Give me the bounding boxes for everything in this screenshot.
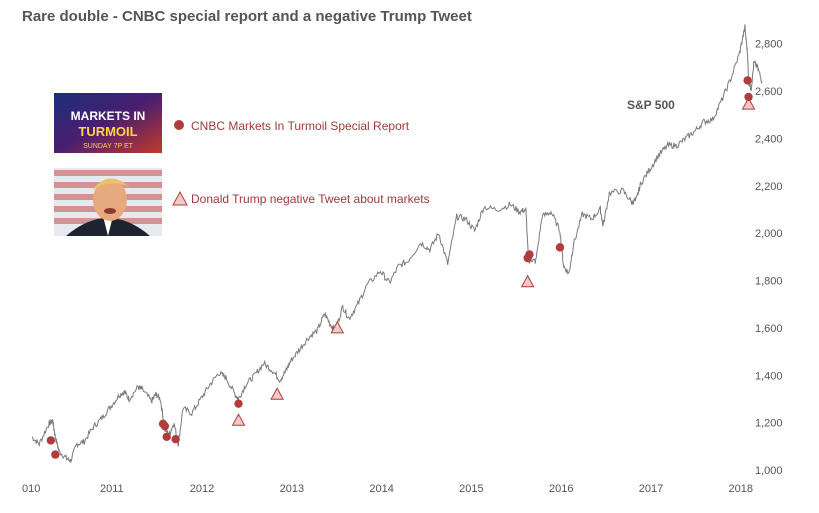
x-tick-label: 2012 [190, 483, 214, 495]
trump-tweet-marker [330, 320, 345, 334]
cnbc-report-marker [234, 399, 243, 408]
svg-text:TURMOIL: TURMOIL [78, 124, 137, 139]
legend-triangle-marker [172, 190, 188, 206]
x-tick-label: 2015 [459, 483, 483, 495]
y-tick-label: 1,200 [755, 418, 783, 430]
x-tick-label: 010 [22, 483, 40, 495]
y-tick-label: 2,800 [755, 39, 783, 51]
cnbc-report-marker [744, 92, 753, 102]
svg-text:MARKETS IN: MARKETS IN [71, 109, 146, 123]
y-tick-label: 1,000 [755, 465, 783, 477]
legend-label-cnbc: CNBC Markets In Turmoil Special Report [191, 119, 410, 133]
cnbc-report-marker [525, 250, 534, 259]
donald-trump-photo [54, 168, 162, 236]
y-tick-label: 1,600 [755, 323, 783, 335]
trump-tweet-marker [231, 413, 246, 426]
x-tick-label: 2013 [280, 483, 304, 495]
cnbc-report-marker [160, 421, 170, 431]
cnbc-report-marker [162, 432, 171, 442]
svg-text:SUNDAY 7P ET: SUNDAY 7P ET [83, 143, 134, 150]
plot-area [31, 24, 763, 463]
cnbc-report-marker [46, 436, 56, 445]
x-axis: 010 2011 2012 2013 2014 2015 2016 2017 2018 [22, 483, 753, 495]
y-tick-label: 2,400 [755, 133, 783, 145]
legend: CNBC Markets In Turmoil Special Report Do… [172, 119, 430, 206]
trump-tweet-marker [270, 387, 284, 400]
cnbc-report-marker [171, 435, 180, 444]
y-tick-label: 1,800 [755, 276, 783, 288]
legend-circle-marker [174, 120, 184, 130]
cnbc-report-marker [555, 243, 565, 252]
y-tick-label: 2,200 [755, 181, 783, 193]
x-tick-label: 2018 [729, 483, 753, 495]
legend-label-trump: Donald Trump negative Tweet about market… [191, 192, 430, 206]
cnbc-report-marker [51, 450, 60, 459]
trump-tweet-marker [520, 274, 535, 288]
series-label: S&P 500 [627, 98, 675, 112]
y-tick-label: 2,600 [755, 86, 783, 98]
cnbc-report-marker [743, 76, 752, 85]
x-tick-label: 2016 [549, 483, 573, 495]
x-tick-label: 2017 [639, 483, 663, 495]
y-tick-label: 2,000 [755, 228, 783, 240]
sp500-line [31, 24, 763, 463]
y-tick-label: 1,400 [755, 370, 783, 382]
x-tick-label: 2014 [369, 483, 393, 495]
chart-title: Rare double - CNBC special report and a … [22, 8, 472, 25]
x-tick-label: 2011 [100, 483, 124, 495]
y-axis: 1,000 1,200 1,400 1,600 1,800 2,000 2,200 2,400… [755, 39, 783, 477]
trump-tweet-marker [741, 97, 756, 110]
